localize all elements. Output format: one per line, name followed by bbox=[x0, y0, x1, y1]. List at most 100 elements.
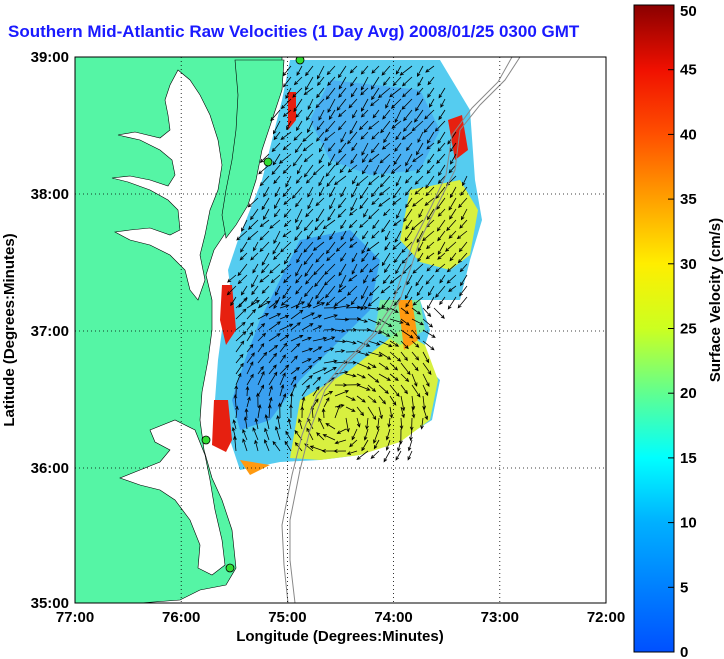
velocity-arrow bbox=[245, 385, 250, 397]
velocity-arrow bbox=[371, 197, 380, 206]
velocity-arrow bbox=[378, 87, 391, 99]
velocity-arrow bbox=[387, 417, 392, 428]
velocity-arrow bbox=[406, 274, 413, 286]
velocity-arrow bbox=[303, 219, 314, 232]
velocity-arrow bbox=[402, 87, 413, 98]
velocity-arrow bbox=[268, 385, 273, 397]
velocity-arrow bbox=[350, 296, 358, 306]
velocity-arrow bbox=[351, 186, 358, 198]
velocity-arrow bbox=[438, 109, 446, 121]
velocity-arrow bbox=[349, 65, 358, 74]
velocity-arrow bbox=[383, 208, 391, 217]
velocity-arrow bbox=[293, 131, 303, 141]
velocity-arrow bbox=[407, 439, 413, 452]
velocity-arrow bbox=[254, 439, 259, 452]
velocity-arrow bbox=[301, 336, 312, 342]
velocity-arrow bbox=[277, 402, 282, 419]
velocity-arrow bbox=[416, 285, 424, 297]
velocity-arrow bbox=[382, 274, 391, 285]
velocity-arrow bbox=[292, 153, 303, 167]
velocity-arrow bbox=[423, 120, 435, 133]
velocity-arrow bbox=[378, 307, 391, 311]
velocity-arrow bbox=[285, 87, 292, 100]
velocity-arrow bbox=[312, 164, 325, 176]
velocity-arrow bbox=[425, 252, 435, 260]
velocity-arrow bbox=[318, 142, 325, 153]
velocity-arrow bbox=[296, 252, 303, 264]
velocity-arrow bbox=[378, 406, 383, 420]
velocity-arrow bbox=[400, 362, 411, 376]
velocity-arrow bbox=[427, 87, 435, 98]
velocity-arrow bbox=[333, 296, 347, 307]
velocity-arrow bbox=[301, 396, 306, 408]
velocity-arrow bbox=[350, 153, 358, 165]
velocity-arrow bbox=[257, 365, 264, 375]
velocity-arrow bbox=[422, 329, 436, 338]
velocity-arrow bbox=[358, 120, 369, 131]
velocity-arrow bbox=[363, 208, 369, 218]
velocity-arrow bbox=[383, 263, 391, 274]
velocity-arrow bbox=[400, 307, 410, 315]
velocity-arrow bbox=[445, 241, 457, 252]
velocity-arrow bbox=[322, 219, 336, 230]
velocity-arrow bbox=[290, 342, 301, 353]
velocity-arrow bbox=[411, 351, 420, 361]
velocity-arrow bbox=[361, 230, 369, 240]
velocity-arrow bbox=[411, 307, 421, 315]
velocity-arrow bbox=[334, 304, 351, 309]
x-tick-label: 73:00 bbox=[481, 609, 519, 626]
velocity-arrow bbox=[261, 263, 270, 274]
velocity-arrow bbox=[235, 405, 239, 419]
velocity-arrow bbox=[371, 230, 380, 239]
velocity-arrow bbox=[257, 370, 265, 386]
velocity-arrow bbox=[416, 87, 424, 96]
velocity-arrow bbox=[301, 304, 312, 309]
velocity-arrow bbox=[404, 230, 413, 242]
velocity-arrow bbox=[379, 186, 391, 196]
velocity-arrow bbox=[350, 87, 358, 98]
velocity-arrow bbox=[356, 305, 369, 310]
velocity-arrow bbox=[426, 263, 435, 272]
velocity-arrow bbox=[327, 208, 336, 222]
colorbar-tick-label: 10 bbox=[680, 515, 697, 532]
velocity-arrow bbox=[438, 87, 446, 99]
velocity-arrow bbox=[348, 98, 358, 109]
velocity-arrow bbox=[295, 285, 303, 295]
velocity-arrow bbox=[273, 230, 281, 245]
velocity-arrow bbox=[284, 440, 292, 452]
velocity-arrow bbox=[426, 241, 435, 250]
velocity-arrow bbox=[356, 406, 365, 417]
velocity-arrow bbox=[335, 153, 347, 166]
velocity-arrow bbox=[275, 425, 281, 441]
velocity-arrow bbox=[280, 263, 292, 274]
velocity-arrow bbox=[440, 98, 446, 108]
velocity-arrow bbox=[325, 296, 336, 306]
velocity-arrow bbox=[448, 164, 457, 174]
velocity-arrow bbox=[259, 153, 270, 163]
velocity-arrow bbox=[323, 347, 335, 353]
velocity-arrow bbox=[437, 175, 446, 184]
velocity-arrow bbox=[425, 274, 435, 285]
velocity-arrow bbox=[351, 142, 358, 152]
velocity-arrow bbox=[356, 395, 366, 403]
velocity-arrow bbox=[296, 164, 303, 175]
velocity-arrow bbox=[316, 87, 325, 99]
velocity-arrow bbox=[411, 406, 416, 419]
velocity-arrow bbox=[240, 285, 248, 296]
velocity-arrow bbox=[411, 384, 421, 398]
velocity-arrow bbox=[346, 450, 358, 455]
velocity-arrow bbox=[283, 274, 292, 284]
velocity-arrow bbox=[416, 164, 424, 174]
velocity-arrow bbox=[395, 263, 402, 275]
velocity-arrow bbox=[426, 131, 435, 144]
velocity-arrow bbox=[326, 175, 336, 188]
velocity-arrow bbox=[236, 230, 248, 241]
velocity-arrow bbox=[448, 285, 457, 293]
velocity-arrow bbox=[401, 131, 413, 140]
velocity-arrow bbox=[325, 164, 336, 177]
velocity-arrow bbox=[360, 76, 369, 91]
velocity-arrow bbox=[269, 219, 281, 229]
velocity-arrow bbox=[439, 274, 446, 284]
velocity-arrow bbox=[315, 98, 325, 109]
velocity-arrow bbox=[280, 131, 292, 140]
